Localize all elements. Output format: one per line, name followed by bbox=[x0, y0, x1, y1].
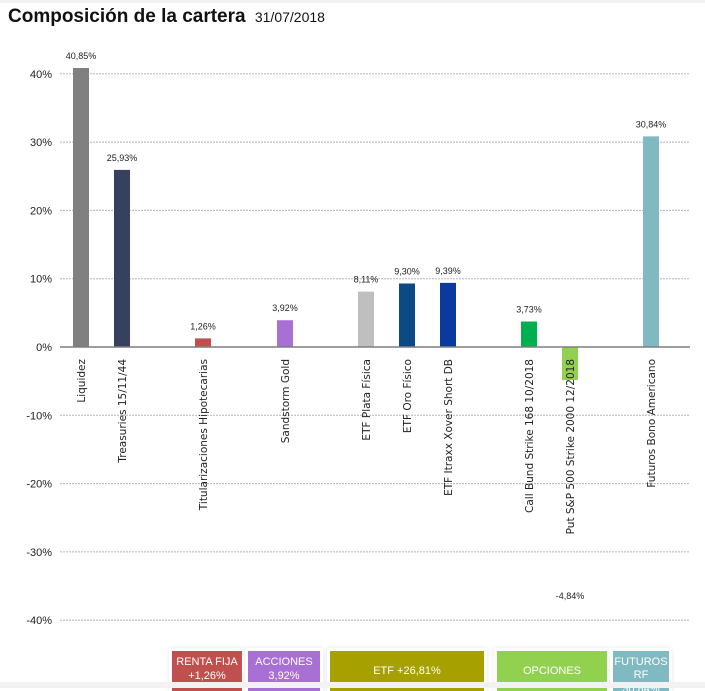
bottom-strip bbox=[0, 682, 705, 688]
y-tick-label: -10% bbox=[26, 410, 52, 422]
data-label: 25,93% bbox=[107, 153, 138, 163]
data-label: 9,30% bbox=[394, 266, 420, 276]
y-tick-label: -20% bbox=[26, 479, 52, 491]
bar bbox=[114, 169, 130, 347]
data-label: 8,11% bbox=[354, 275, 379, 285]
legend-label: ETF +26,81% bbox=[373, 665, 441, 677]
data-label: 30,84% bbox=[636, 119, 667, 129]
y-tick-label: 0% bbox=[36, 342, 52, 354]
bar bbox=[73, 67, 89, 347]
legend-label: OPCIONES bbox=[522, 665, 582, 677]
legend-value: 3,92% bbox=[268, 670, 300, 682]
category-label: Futuros Bono Americano bbox=[646, 359, 658, 488]
y-tick-label: 30% bbox=[30, 137, 52, 149]
category-label: Call Bund Strike 168 10/2018 bbox=[524, 359, 536, 513]
bar-chart: 40% 30% 20% 10% 0% -10% -20% -30% -40% 40,85% 25,… bbox=[26, 51, 690, 627]
y-axis-ticks: 40% 30% 20% 10% 0% -10% -20% -30% -40% bbox=[26, 69, 52, 627]
data-label: 3,92% bbox=[272, 303, 298, 313]
y-tick-label: -30% bbox=[26, 547, 52, 559]
title-date: 31/07/2018 bbox=[254, 9, 325, 25]
y-tick-label: -40% bbox=[26, 615, 52, 627]
legend-label: ACCIONES bbox=[255, 656, 313, 668]
category-label: Titularizaciones Hipotecarias bbox=[198, 359, 210, 511]
category-label: ETF Plata Física bbox=[361, 359, 373, 441]
page-title: Composición de la cartera 31/07/2018 bbox=[8, 6, 325, 28]
data-label: 1,26% bbox=[190, 321, 216, 331]
category-label: Liquidez bbox=[76, 359, 88, 403]
gridlines bbox=[60, 73, 690, 621]
bar bbox=[358, 291, 374, 347]
category-label: Put S&P 500 Strike 2000 12/2018 bbox=[565, 359, 577, 534]
bars bbox=[73, 67, 659, 381]
category-label: Treasuries 15/11/44 bbox=[117, 359, 129, 464]
y-tick-label: 10% bbox=[30, 274, 52, 286]
legend-label: FUTUROS RF bbox=[614, 656, 668, 681]
bar bbox=[643, 136, 659, 347]
y-tick-label: 20% bbox=[30, 205, 52, 217]
bar bbox=[440, 282, 456, 347]
category-label: ETF Oro Físico bbox=[402, 359, 414, 433]
data-labels: 40,85% 25,93% 1,26% 3,92% 8,11% 9,30% 9,39% 3,7… bbox=[66, 51, 667, 601]
legend-label: RENTA FIJA bbox=[176, 656, 238, 668]
category-label: Sandstorm Gold bbox=[280, 359, 292, 443]
bar bbox=[399, 283, 415, 347]
bar bbox=[562, 347, 578, 381]
bar bbox=[195, 338, 211, 347]
top-strip bbox=[0, 0, 705, 3]
bar bbox=[277, 320, 293, 347]
category-label: ETF Itraxx Xover Short DB bbox=[443, 359, 455, 496]
category-labels: Liquidez Treasuries 15/11/44 Titularizacio… bbox=[76, 359, 658, 535]
data-label: -4,84% bbox=[556, 591, 585, 601]
bar bbox=[521, 321, 537, 347]
y-tick-label: 40% bbox=[30, 69, 52, 81]
data-label: 40,85% bbox=[66, 51, 97, 61]
title-text: Composición de la cartera bbox=[8, 6, 246, 27]
data-label: 3,73% bbox=[516, 305, 542, 315]
legend-value: +1,26% bbox=[188, 670, 226, 682]
data-label: 9,39% bbox=[435, 266, 461, 276]
